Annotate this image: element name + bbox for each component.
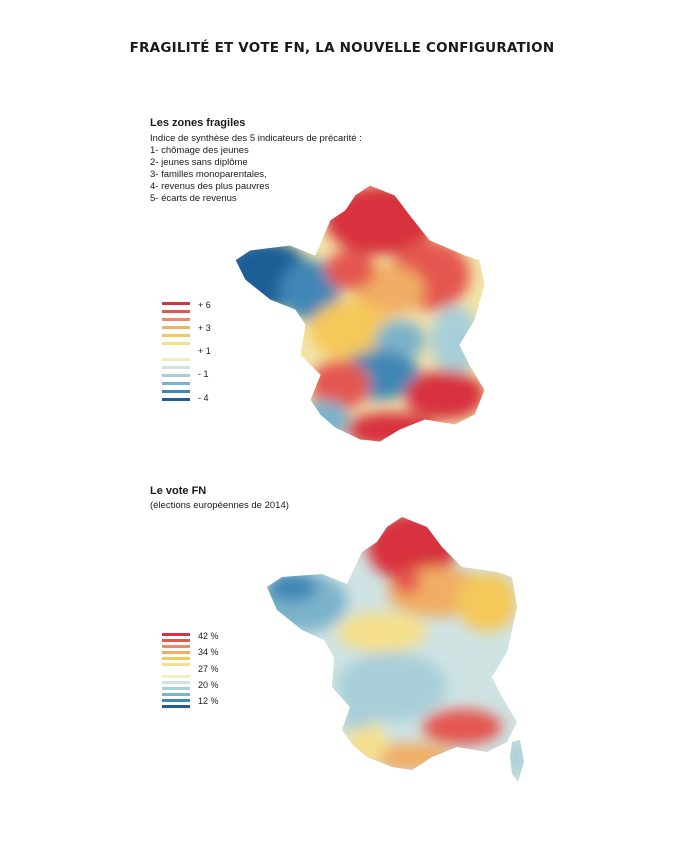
- legend-swatch: [162, 302, 190, 305]
- legend-swatch: [162, 639, 190, 642]
- page-title: FRAGILITÉ ET VOTE FN, LA NOUVELLE CONFIG…: [129, 40, 555, 56]
- map2-title: Le vote FN: [150, 485, 207, 497]
- legend-swatch: [162, 310, 190, 313]
- indicator-item: 4- revenus des plus pauvres: [150, 181, 270, 192]
- map1-legend: + 6 + 3 + 1 - 1 - 4: [162, 300, 222, 412]
- legend-swatch: [162, 342, 190, 345]
- legend-swatch: [162, 705, 190, 708]
- legend-swatch: [162, 334, 190, 337]
- legend-swatch: [162, 326, 190, 329]
- legend-swatch: [162, 687, 190, 690]
- map2-legend: 42 % 34 % 27 % 20 % 12 %: [162, 631, 222, 713]
- legend-swatch: [162, 663, 190, 666]
- legend-label: 42 %: [198, 631, 219, 641]
- indicator-item: 3- familles monoparentales,: [150, 169, 267, 180]
- indicator-item: 1- chômage des jeunes: [150, 145, 249, 156]
- map1-title: Les zones fragiles: [150, 117, 246, 129]
- map1-intro: Indice de synthèse des 5 indicateurs de …: [150, 133, 362, 144]
- indicator-item: 5- écarts de revenus: [150, 193, 237, 204]
- map1-indicator-list: 1- chômage des jeunes 2- jeunes sans dip…: [150, 145, 269, 205]
- legend-swatch: [162, 390, 190, 393]
- legend-label: 20 %: [198, 680, 219, 690]
- legend-swatch: [162, 657, 190, 660]
- map2-france-fn-vote: [267, 517, 524, 782]
- legend-label: - 1: [198, 369, 209, 379]
- legend-label: 27 %: [198, 664, 219, 674]
- legend-swatch: [162, 693, 190, 696]
- map1-france-fragility: [234, 184, 486, 443]
- legend-swatch: [162, 382, 190, 385]
- legend-label: - 4: [198, 393, 209, 403]
- legend-swatch: [162, 651, 190, 654]
- legend-swatch: [162, 318, 190, 321]
- legend-label: + 1: [198, 346, 211, 356]
- map2-subtitle: (élections européennes de 2014): [150, 500, 289, 511]
- indicator-item: 2- jeunes sans diplôme: [150, 157, 248, 168]
- legend-swatch: [162, 398, 190, 401]
- legend-swatch: [162, 645, 190, 648]
- legend-swatch: [162, 358, 190, 361]
- legend-label: + 6: [198, 300, 211, 310]
- legend-swatch: [162, 366, 190, 369]
- legend-swatch: [162, 633, 190, 636]
- legend-label: + 3: [198, 323, 211, 333]
- legend-swatch: [162, 675, 190, 678]
- legend-swatch: [162, 681, 190, 684]
- legend-label: 34 %: [198, 647, 219, 657]
- legend-swatch: [162, 699, 190, 702]
- legend-label: 12 %: [198, 696, 219, 706]
- legend-swatch: [162, 374, 190, 377]
